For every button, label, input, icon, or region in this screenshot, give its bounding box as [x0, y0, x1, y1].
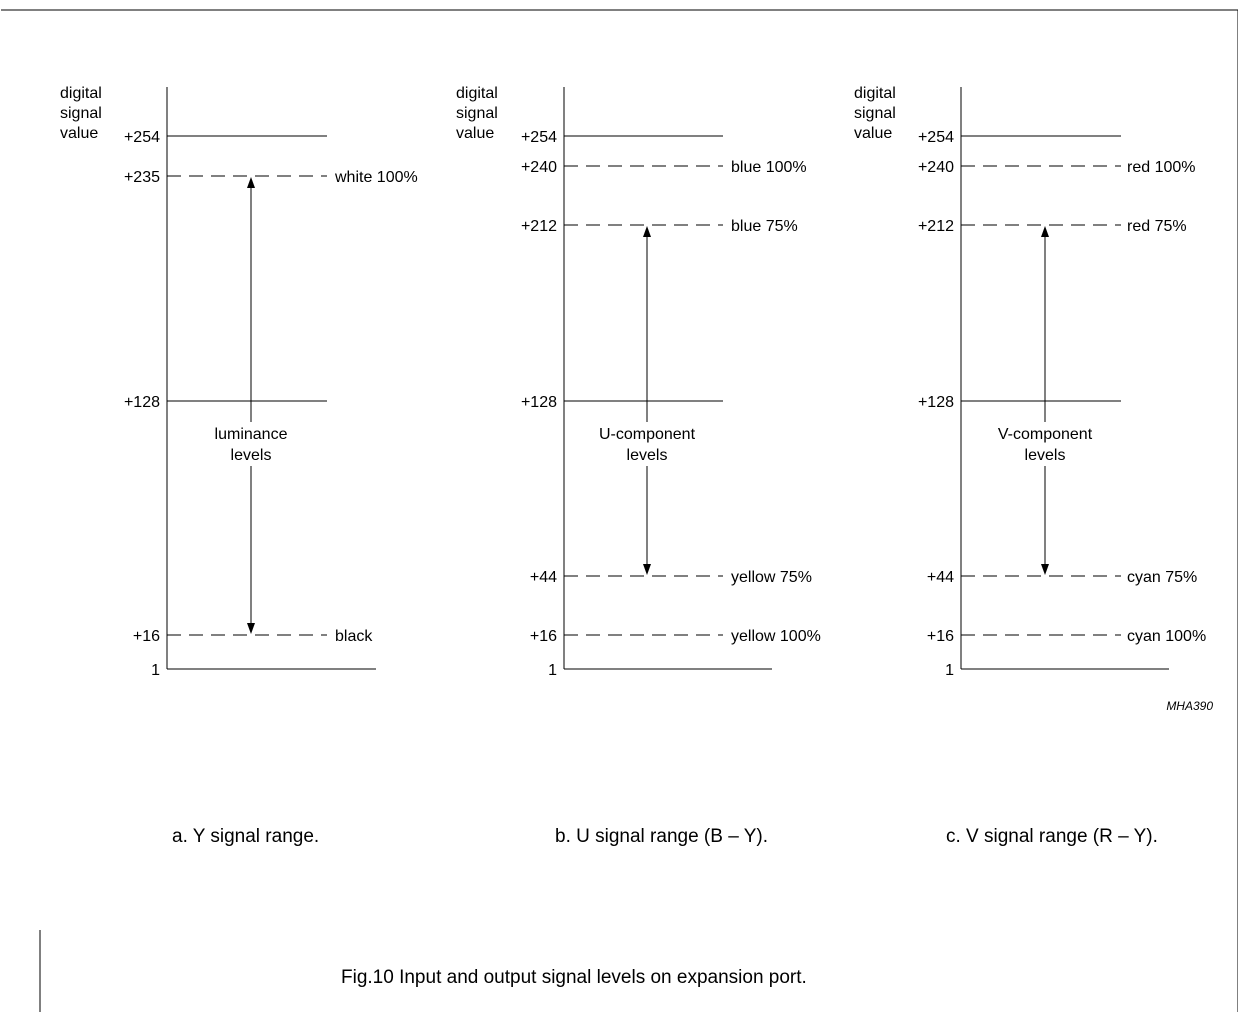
range-label-line: levels — [231, 447, 272, 464]
level-label: blue 75% — [731, 218, 798, 235]
level-label: cyan 100% — [1127, 628, 1206, 645]
level-tick-label: +128 — [918, 394, 954, 411]
figure-id: MHA390 — [1166, 699, 1213, 713]
level-tick-label: +16 — [133, 628, 160, 645]
level-label: black — [335, 628, 373, 645]
arrow-head-up — [1041, 226, 1049, 237]
level-tick-label: +16 — [927, 628, 954, 645]
level-tick-label: +212 — [521, 218, 557, 235]
level-tick-label: +254 — [124, 129, 160, 146]
axis-title-line: digital — [854, 85, 896, 102]
level-label: white 100% — [334, 169, 418, 186]
range-label-line: levels — [627, 447, 668, 464]
level-tick-label: 1 — [548, 662, 557, 679]
level-tick-label: 1 — [945, 662, 954, 679]
level-tick-label: +16 — [530, 628, 557, 645]
level-tick-label: +128 — [521, 394, 557, 411]
level-label: cyan 75% — [1127, 569, 1197, 586]
panel-c-caption: c. V signal range (R – Y). — [946, 826, 1158, 847]
level-tick-label: +240 — [521, 159, 557, 176]
axis-title-line: value — [456, 125, 494, 142]
level-label: yellow 100% — [731, 628, 821, 645]
axis-title-line: digital — [60, 85, 102, 102]
arrow-head-down — [1041, 564, 1049, 575]
axis-title-line: signal — [456, 105, 498, 122]
level-tick-label: +44 — [927, 569, 954, 586]
level-label: red 100% — [1127, 159, 1196, 176]
level-tick-label: +254 — [918, 129, 954, 146]
level-tick-label: +235 — [124, 169, 160, 186]
axis-title-line: digital — [456, 85, 498, 102]
level-label: yellow 75% — [731, 569, 812, 586]
level-tick-label: 1 — [151, 662, 160, 679]
range-label-line: levels — [1025, 447, 1066, 464]
range-label-line: V-component — [998, 426, 1093, 443]
figure-caption: Fig.10 Input and output signal levels on… — [341, 967, 807, 988]
arrow-head-down — [643, 564, 651, 575]
axis-title-line: value — [60, 125, 98, 142]
panel-a-caption: a. Y signal range. — [172, 826, 319, 847]
level-label: blue 100% — [731, 159, 807, 176]
level-tick-label: +240 — [918, 159, 954, 176]
figure-frame — [1, 9, 1238, 1012]
axis-title-line: value — [854, 125, 892, 142]
arrow-head-up — [643, 226, 651, 237]
level-tick-label: +44 — [530, 569, 557, 586]
range-label-line: U-component — [599, 426, 696, 443]
panel-b-caption: b. U signal range (B – Y). — [555, 826, 768, 847]
axis-title-line: signal — [854, 105, 896, 122]
arrow-head-down — [247, 623, 255, 634]
level-tick-label: +254 — [521, 129, 557, 146]
arrow-head-up — [247, 177, 255, 188]
level-tick-label: +128 — [124, 394, 160, 411]
axis-title-line: signal — [60, 105, 102, 122]
level-tick-label: +212 — [918, 218, 954, 235]
y-signal-range-panel: digital signal value +254 +235 white 100% +128… — [60, 85, 418, 679]
range-label-line: luminance — [215, 426, 288, 443]
v-signal-range-panel: digital signal value +254 +240 red 100% +212 re… — [854, 85, 1206, 679]
u-signal-range-panel: digital signal value +254 +240 blue 100% +212 b… — [456, 85, 821, 679]
level-label: red 75% — [1127, 218, 1187, 235]
